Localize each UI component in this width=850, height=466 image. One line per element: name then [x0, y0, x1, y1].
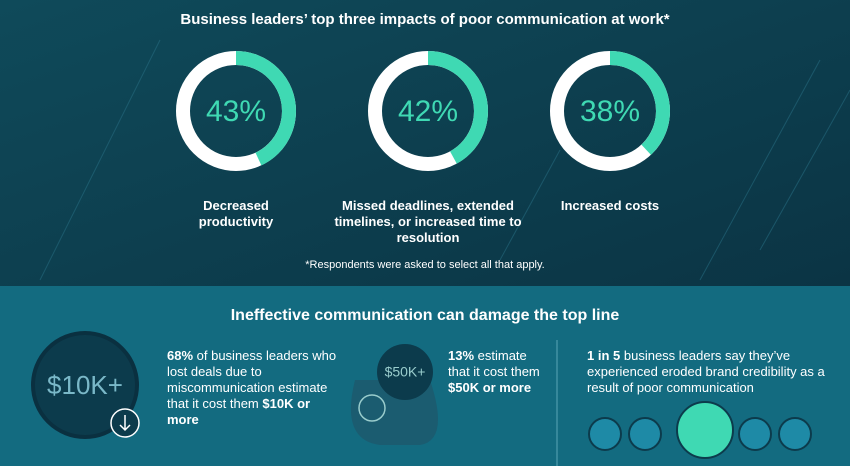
icon-label: $10K+: [47, 370, 123, 400]
donut-arc: [176, 51, 296, 171]
stat-part: $10K or more: [167, 396, 311, 427]
donut-arc: [368, 51, 488, 171]
donut-arc: [550, 51, 670, 171]
stat-text: 68% of business leaders who lost deals d…: [167, 348, 337, 428]
stat-part: business leaders say they’ve experienced…: [587, 348, 825, 395]
coin-icon: [377, 344, 433, 400]
stat-text: 13% estimate that it cost them $50K or m…: [448, 348, 548, 396]
chart-title: Business leaders’ top three impacts of p…: [180, 11, 669, 28]
stat-text: 1 in 5 business leaders say they’ve expe…: [587, 348, 827, 396]
icon-label: $50K+: [385, 364, 426, 380]
donut-label: Missed deadlines, extended timelines, or…: [334, 198, 522, 245]
donut-label: Decreased productivity: [198, 198, 274, 229]
stat-part: 68%: [167, 348, 194, 363]
stat-part: estimate that it cost them: [448, 348, 540, 379]
stat-part: 13%: [448, 348, 475, 363]
donut-label: Increased costs: [560, 198, 660, 213]
top-panel: [0, 0, 850, 286]
footnote: *Respondents were asked to select all th…: [305, 259, 545, 271]
stat-part: 1 in 5: [587, 348, 621, 363]
section-title: Ineffective communication can damage the…: [231, 307, 620, 324]
stat-part: $50K or more: [448, 380, 532, 395]
donut-value: 42%: [398, 95, 458, 128]
coin-icon: [31, 331, 139, 439]
stat-part: of business leaders who lost deals due t…: [167, 348, 337, 411]
people-icons: [588, 401, 812, 459]
donut-value: 38%: [580, 95, 640, 128]
donut-value: 43%: [206, 95, 266, 128]
